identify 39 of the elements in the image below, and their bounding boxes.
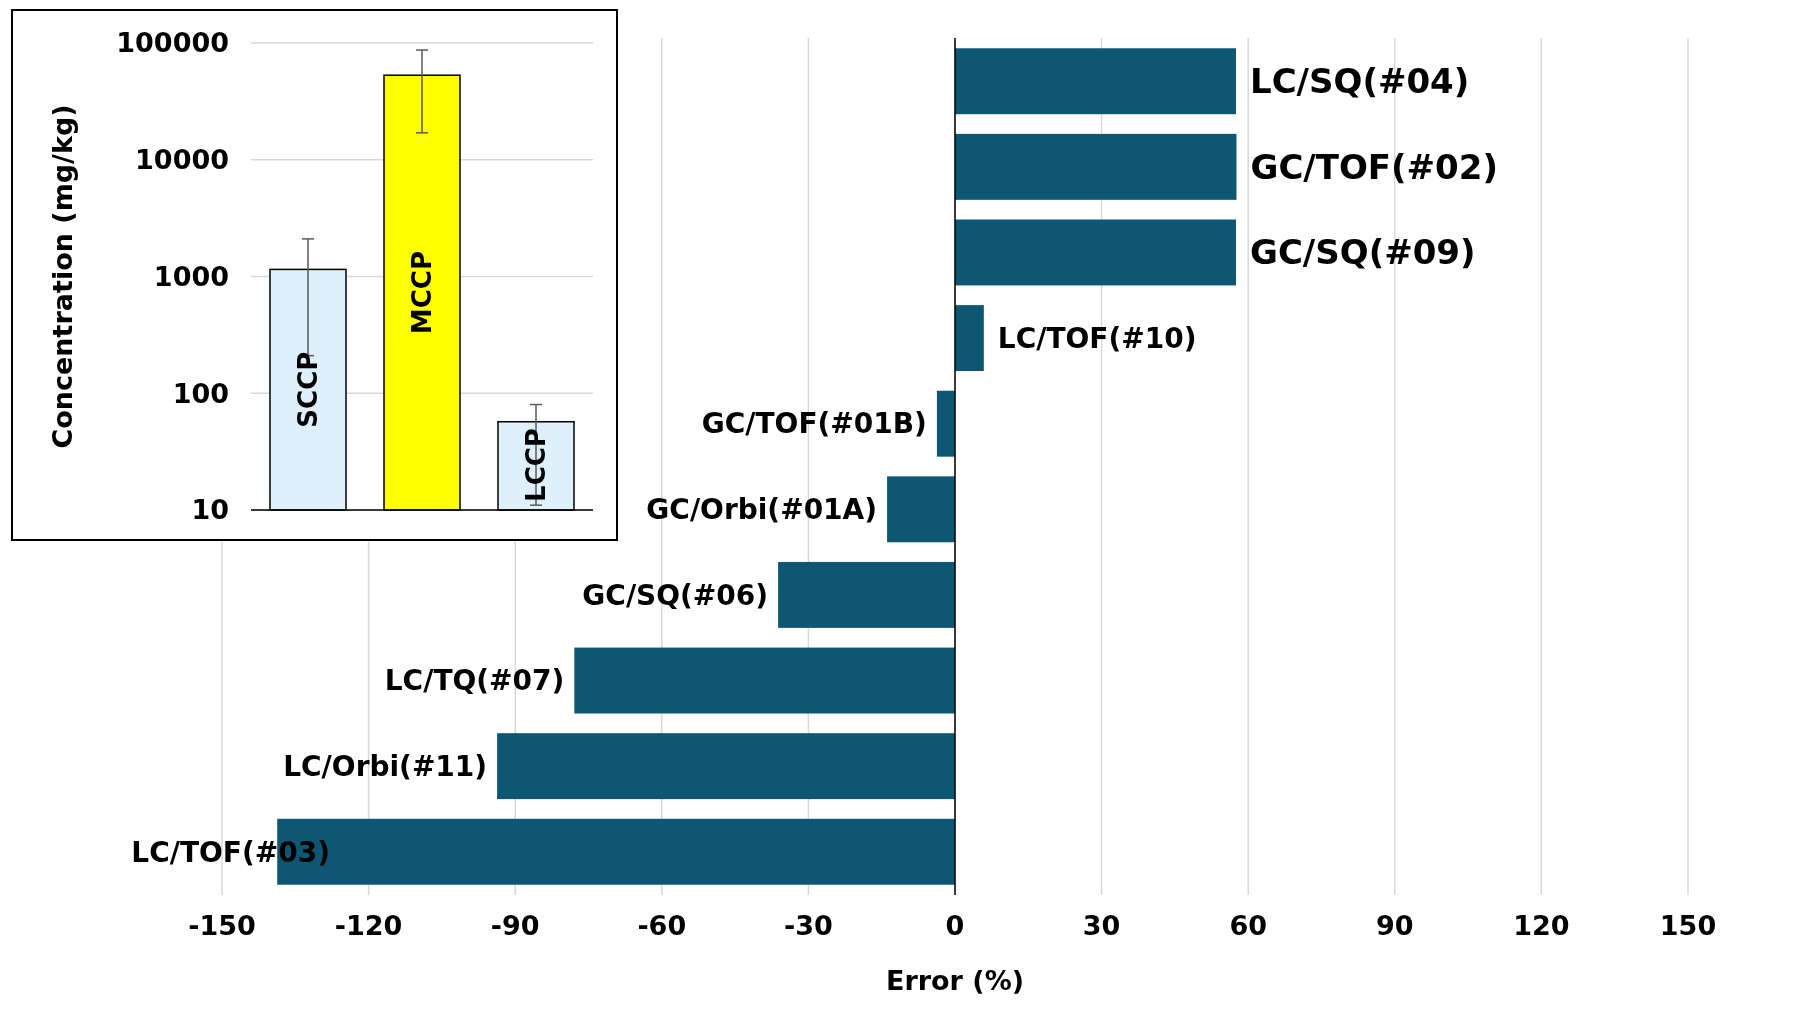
y-tick-label: 100 xyxy=(172,377,229,409)
bar xyxy=(936,390,955,457)
x-tick-label: LCCP xyxy=(521,428,552,502)
y-tick-label: 10 xyxy=(191,494,229,526)
x-tick-label: 60 xyxy=(1229,910,1267,941)
x-tick-label: 120 xyxy=(1513,910,1570,941)
x-tick-label: -90 xyxy=(490,910,540,941)
bar xyxy=(574,647,955,714)
x-tick-label: -120 xyxy=(334,910,403,941)
y-tick-label: LC/SQ(#04) xyxy=(1249,61,1470,102)
bar xyxy=(955,48,1236,115)
y-tick-label: GC/TOF(#02) xyxy=(1250,146,1498,187)
bar xyxy=(955,133,1237,200)
bar xyxy=(778,561,955,628)
bar xyxy=(887,476,955,543)
x-tick-label: 0 xyxy=(945,910,965,941)
x-tick-label: 90 xyxy=(1376,910,1414,941)
y-tick-label: GC/SQ(#06) xyxy=(582,578,769,612)
x-axis-title: Error (%) xyxy=(885,965,1025,996)
bar xyxy=(955,219,1236,286)
y-tick-label: 10000 xyxy=(135,144,229,176)
y-tick-label: LC/TOF(#10) xyxy=(997,321,1197,355)
y-axis-title: Concentration (mg/kg) xyxy=(47,104,78,449)
y-tick-label: GC/SQ(#09) xyxy=(1249,232,1476,273)
x-tick-label: 30 xyxy=(1082,910,1121,941)
x-tick-label: 150 xyxy=(1659,910,1717,941)
bar xyxy=(497,733,955,800)
y-tick-label: LC/TQ(#07) xyxy=(384,664,565,698)
y-tick-label: LC/Orbi(#11) xyxy=(283,749,488,783)
x-tick-label: -30 xyxy=(784,910,833,941)
y-tick-label: 100000 xyxy=(116,27,229,59)
y-tick-label: 1000 xyxy=(153,260,229,292)
x-tick-label: MCCP xyxy=(407,251,438,335)
bar xyxy=(955,305,984,372)
y-tick-label: GC/Orbi(#01A) xyxy=(646,493,878,527)
x-tick-label: -60 xyxy=(637,910,687,941)
x-tick-label: SCCP xyxy=(293,351,324,428)
y-tick-label: GC/TOF(#01B) xyxy=(701,407,927,441)
x-tick-label: -150 xyxy=(188,910,256,941)
